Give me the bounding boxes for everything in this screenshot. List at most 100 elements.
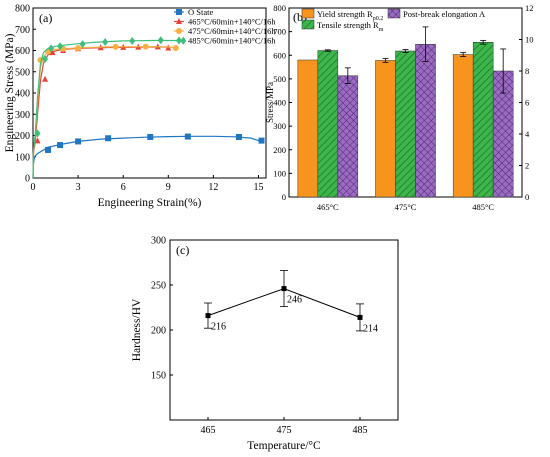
data-point: [34, 137, 41, 144]
x-tick-label: 12: [208, 182, 218, 193]
panel-b-chart: 0 100 200 300 400 500 600 700 800 0 2 4 6 8 10 12 465°C…: [265, 3, 534, 212]
x-category-label: 485°C: [472, 202, 494, 212]
legend-swatch: [301, 8, 315, 19]
panel-c-chart: 150 200 250 300 465 475 485 216 246 214 (c) Temp…: [131, 236, 399, 452]
legend-marker: [176, 36, 182, 45]
y-tick-label: 600: [273, 50, 286, 60]
x-category-label: 475°C: [395, 202, 417, 212]
data-point: [42, 75, 49, 82]
data-point: [45, 146, 52, 153]
y-tick-label: 700: [273, 27, 286, 37]
data-point: [281, 286, 287, 292]
data-point: [57, 42, 64, 51]
legend-label: Post-break elongation A: [403, 9, 486, 19]
data-point: [49, 49, 56, 56]
y-tick-label: 800: [273, 3, 286, 13]
series-square: [32, 133, 265, 179]
panel-c-y-axis-label: Hardness/HV: [131, 298, 143, 361]
y2-tick-label: 2: [525, 161, 529, 171]
data-point: [172, 44, 179, 51]
data-point: [357, 314, 363, 320]
data-point: [105, 135, 112, 142]
x-tick-label: 9: [166, 182, 171, 193]
data-point: [79, 40, 86, 49]
legend-entry: 465°C/60min+140°C/16h: [174, 17, 276, 27]
y2-tick-label: 4: [525, 129, 530, 139]
data-point: [112, 43, 119, 50]
series-line: [32, 46, 176, 179]
y2-tick-label: 12: [525, 3, 534, 13]
data-point: [184, 133, 191, 140]
data-label: 246: [287, 295, 302, 306]
legend-entry: O State: [174, 7, 213, 17]
data-point: [75, 44, 82, 51]
y-tick-label: 100: [273, 168, 286, 178]
y-tick-label: 700: [15, 25, 30, 36]
y2-tick-label: 6: [525, 98, 529, 108]
data-point: [102, 38, 109, 46]
panel-c-label: (c): [176, 243, 189, 257]
series-diamond: [32, 36, 187, 179]
legend-swatch: [387, 8, 401, 19]
legend-marker: [176, 28, 182, 34]
y-tick-label: 300: [151, 236, 166, 247]
bar: [375, 60, 396, 198]
y-tick-label: 200: [151, 326, 166, 337]
legend-entry: Post-break elongation A: [387, 8, 486, 19]
series-circle: [32, 43, 179, 179]
y-tick-label: 800: [15, 4, 30, 15]
data-point: [235, 133, 242, 140]
y-tick-label: 150: [151, 371, 166, 382]
x-tick-label: 475: [277, 425, 292, 436]
x-tick-label: 15: [253, 182, 263, 193]
data-point: [129, 36, 136, 45]
y-tick-label: 200: [15, 131, 30, 142]
legend-label: O State: [188, 7, 213, 17]
panel-b-bars: 465°C 475°C 485°C: [297, 26, 514, 212]
panel-a-chart: 0 100 200 300 400 500 600 700 800 0 3 6 9 12 15 (a) En…: [4, 4, 276, 210]
bar: [472, 42, 494, 198]
panel-a-legend: O State465°C/60min+140°C/16h475°C/60min+…: [174, 7, 276, 46]
panel-a-axes: 0 100 200 300 400 500 600 700 800 0 3 6 9 12 15: [15, 4, 263, 194]
y-tick-label: 400: [273, 98, 286, 108]
legend-subscript: p0.2: [373, 16, 384, 22]
panel-b-y-axis-label: Stress/MPa: [265, 82, 275, 123]
y-tick-label: 400: [15, 89, 30, 100]
data-point: [48, 44, 55, 53]
legend-entry: 475°C/60min+140°C/16h: [174, 26, 276, 36]
legend-entry: 485°C/60min+140°C/16h: [174, 36, 276, 46]
bar: [415, 43, 436, 198]
y-tick-label: 600: [15, 46, 30, 57]
x-tick-label: 3: [76, 182, 81, 193]
y-tick-label: 300: [15, 110, 30, 121]
legend-label: Tensile strength Rm: [317, 20, 384, 33]
data-label: 216: [211, 322, 226, 333]
bar: [395, 50, 416, 198]
bar: [317, 50, 339, 198]
data-point: [205, 313, 211, 319]
bar: [337, 75, 359, 198]
data-point: [34, 129, 41, 138]
x-tick-label: 465: [201, 425, 216, 436]
legend-swatch: [301, 19, 315, 30]
y-tick-label: 300: [273, 121, 286, 131]
legend-entry: Tensile strength Rm: [301, 19, 384, 33]
series-line: [32, 39, 184, 179]
legend-subscript: m: [379, 27, 384, 33]
panel-a-y-axis-label: Engineering Stress (MPa): [4, 33, 16, 152]
series-line: [32, 46, 169, 179]
legend-label: 485°C/60min+140°C/16h: [188, 36, 276, 46]
data-point: [75, 138, 82, 145]
legend-label: Yield strength Rp0.2: [317, 9, 383, 22]
panel-c-series: 216 246 214: [204, 270, 378, 334]
y2-tick-label: 10: [525, 35, 534, 45]
bar: [297, 59, 319, 198]
panel-a-x-axis-label: Engineering Strain(%): [98, 197, 202, 209]
y-tick-label: 0: [25, 174, 30, 185]
y-tick-label: 0: [282, 192, 286, 202]
legend-entry: Yield strength Rp0.2: [301, 8, 383, 22]
y-tick-label: 500: [15, 67, 30, 78]
y2-tick-label: 8: [525, 66, 529, 76]
